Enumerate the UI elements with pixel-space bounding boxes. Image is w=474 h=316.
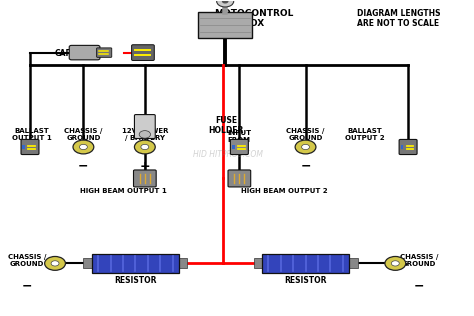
Bar xyxy=(349,258,357,268)
Circle shape xyxy=(385,257,406,270)
Bar xyxy=(401,145,403,149)
Text: CHASSIS /
GROUND: CHASSIS / GROUND xyxy=(8,254,46,267)
Text: INPUT
FROM
CAR: INPUT FROM CAR xyxy=(228,130,251,150)
Bar xyxy=(198,12,252,39)
Bar xyxy=(22,145,25,149)
Text: −: − xyxy=(300,160,311,173)
Text: 12V POWER
/ BATTERY: 12V POWER / BATTERY xyxy=(122,128,168,141)
FancyBboxPatch shape xyxy=(97,48,112,57)
Text: MOTOCONTROL
BOX: MOTOCONTROL BOX xyxy=(214,9,293,28)
Text: −: − xyxy=(21,279,32,292)
FancyBboxPatch shape xyxy=(230,139,248,155)
Circle shape xyxy=(301,144,310,149)
Circle shape xyxy=(222,0,228,3)
FancyBboxPatch shape xyxy=(69,46,100,60)
Bar xyxy=(179,258,187,268)
FancyBboxPatch shape xyxy=(21,139,39,155)
FancyBboxPatch shape xyxy=(399,139,417,155)
Circle shape xyxy=(80,144,87,149)
Bar xyxy=(232,145,235,149)
Circle shape xyxy=(51,261,59,266)
Text: −: − xyxy=(78,160,89,173)
Text: +: + xyxy=(139,160,150,173)
Circle shape xyxy=(141,144,149,149)
Text: DIAGRAM LENGTHS
ARE NOT TO SCALE: DIAGRAM LENGTHS ARE NOT TO SCALE xyxy=(357,9,440,28)
FancyBboxPatch shape xyxy=(228,170,251,187)
Text: RESISTOR: RESISTOR xyxy=(114,276,156,285)
Text: BALLAST
OUTPUT 2: BALLAST OUTPUT 2 xyxy=(345,128,384,141)
Text: RESISTOR: RESISTOR xyxy=(284,276,327,285)
Circle shape xyxy=(217,0,234,7)
Text: CAPACITOR: CAPACITOR xyxy=(55,50,104,58)
Bar xyxy=(92,254,179,272)
Text: HIGH BEAM OUTPUT 1: HIGH BEAM OUTPUT 1 xyxy=(80,188,167,194)
FancyBboxPatch shape xyxy=(132,45,155,60)
Bar xyxy=(254,258,262,268)
Circle shape xyxy=(139,131,151,138)
Circle shape xyxy=(135,140,155,154)
Text: FUSE
HOLDER: FUSE HOLDER xyxy=(209,116,244,135)
Text: CHASSIS /
GROUND: CHASSIS / GROUND xyxy=(64,128,102,141)
Bar xyxy=(262,254,349,272)
Text: CHASSIS /
GROUND: CHASSIS / GROUND xyxy=(400,254,438,267)
Circle shape xyxy=(45,257,65,270)
Circle shape xyxy=(73,140,94,154)
Text: HID HITPROS.COM: HID HITPROS.COM xyxy=(192,150,263,159)
Circle shape xyxy=(392,261,399,266)
FancyBboxPatch shape xyxy=(135,115,155,138)
Text: BALLAST
OUTPUT 1: BALLAST OUTPUT 1 xyxy=(11,128,51,141)
Text: −: − xyxy=(414,279,424,292)
Text: CHASSIS /
GROUND: CHASSIS / GROUND xyxy=(286,128,325,141)
Circle shape xyxy=(295,140,316,154)
FancyBboxPatch shape xyxy=(134,170,156,187)
Text: HIGH BEAM OUTPUT 2: HIGH BEAM OUTPUT 2 xyxy=(241,188,328,194)
Bar xyxy=(83,258,92,268)
